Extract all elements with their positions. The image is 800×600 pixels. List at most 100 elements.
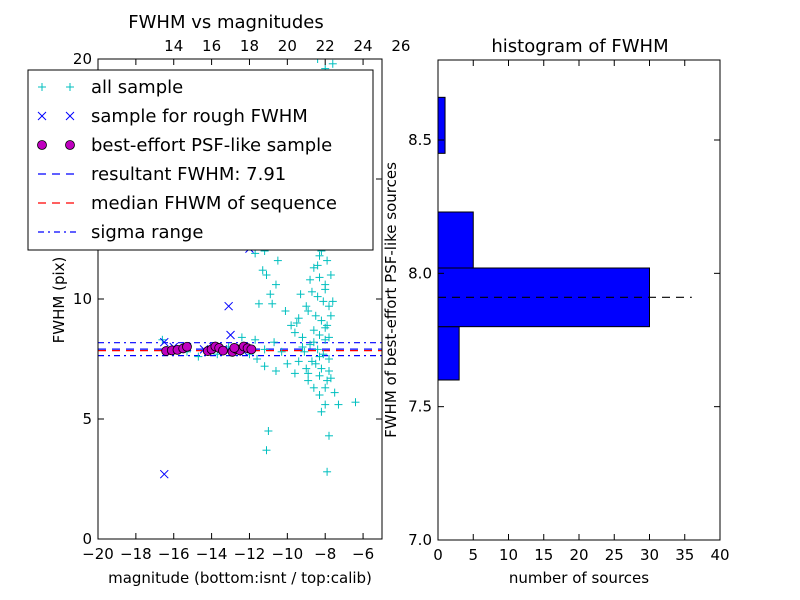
series0-point (313, 292, 322, 301)
top-tick-label: 14 (164, 37, 183, 55)
series0-point (271, 367, 280, 375)
x-tick-label: −10 (272, 545, 304, 563)
series0-point (237, 333, 246, 342)
y-tick-label: 20 (73, 50, 92, 68)
series0-point (334, 400, 343, 409)
series0-point (290, 328, 299, 337)
right-y-axis: 7.0 7.5 8.0 8.5 (408, 131, 720, 549)
legend-entry: sample for rough FWHM (37, 106, 308, 127)
series0-point (313, 59, 322, 63)
legend-label: all sample (91, 77, 183, 98)
series0-point (309, 383, 318, 392)
series0-point (326, 311, 335, 320)
series2-point (182, 341, 192, 352)
series0-point (258, 266, 267, 275)
series0-point (298, 343, 307, 351)
left-x-label: magnitude (bottom:isnt / top:calib) (108, 569, 372, 587)
series0-point (253, 355, 262, 363)
left-top-axis: 14 16 18 20 22 24 26 (164, 37, 410, 55)
series0-point (324, 333, 333, 342)
x-tick-label: −18 (120, 545, 152, 563)
series0-point (315, 331, 324, 339)
y-tick-label: 5 (82, 410, 92, 428)
series0-point (321, 285, 330, 294)
y-tick-label: 0 (82, 530, 92, 548)
left-x-axis: −20 −18 −16 −14 −12 −10 −8 −6 (82, 59, 374, 563)
y-tick-label: 10 (73, 290, 92, 308)
x-tick-label: −8 (314, 545, 336, 563)
series0-point (315, 251, 324, 260)
series0-point (266, 290, 275, 299)
series0-point (328, 59, 337, 68)
series0-point (324, 367, 333, 375)
series0-point (324, 355, 333, 363)
legend-label: best-effort PSF-like sample (91, 135, 332, 156)
series0-point (315, 352, 324, 361)
series1-point (159, 337, 169, 347)
top-tick-label: 18 (240, 37, 259, 55)
y-tick-label: 7.0 (408, 531, 432, 549)
top-tick-label: 24 (354, 37, 373, 55)
x-tick-label: 20 (569, 546, 588, 564)
legend-marker (38, 83, 46, 91)
x-tick-label: −20 (82, 545, 114, 563)
series0-point (302, 302, 311, 311)
legend-marker (37, 111, 47, 121)
series0-point (307, 357, 316, 366)
series0-point (264, 427, 273, 435)
left-y-label: FWHM (pix) (50, 257, 68, 344)
series0-point (321, 383, 330, 392)
histogram-bars (437, 96, 650, 381)
series0-point (317, 407, 326, 416)
series0-point (304, 376, 313, 385)
right-title: histogram of FWHM (491, 36, 668, 57)
series0-point (251, 335, 260, 344)
top-tick-label: 16 (202, 37, 221, 55)
histogram-bar (437, 96, 446, 154)
x-tick-label: 5 (468, 546, 478, 564)
series0-point (315, 273, 324, 282)
legend-entry: median FHWM of sequence (38, 193, 337, 214)
series0-point (304, 369, 313, 378)
series0-point (324, 302, 333, 311)
left-plot: FWHM vs magnitudes 14 16 18 20 22 24 26 −20 −18… (27, 12, 410, 587)
series0-point (307, 287, 316, 296)
x-tick-label: 40 (710, 546, 729, 564)
right-y-label: FWHM of best-effort PSF-like sources (382, 162, 400, 438)
series0-point (262, 446, 271, 455)
x-tick-label: −14 (196, 545, 228, 563)
series0-point (254, 299, 263, 308)
x-tick-label: −12 (234, 545, 266, 563)
series1-point (224, 301, 233, 311)
series0-point (281, 307, 290, 315)
series0-point (287, 321, 296, 330)
legend-label: median FHWM of sequence (91, 193, 337, 214)
series1-point (159, 469, 169, 479)
series0-point (260, 362, 269, 371)
series0-point (260, 345, 269, 354)
series0-point (323, 467, 332, 476)
x-tick-label: 0 (433, 546, 443, 564)
series0-point (262, 271, 271, 279)
series0-point (315, 391, 324, 399)
series0-point (306, 275, 315, 284)
legend-entry: resultant FWHM: 7.91 (38, 164, 286, 185)
series1-point (226, 330, 235, 340)
x-tick-label: 35 (675, 546, 694, 564)
series0-point (302, 364, 311, 373)
series0-point (294, 314, 303, 323)
series0-point (251, 249, 260, 258)
series0-point (317, 364, 326, 373)
legend-box (27, 69, 374, 251)
y-tick-label: 8.0 (408, 264, 432, 282)
series0-point (323, 256, 332, 265)
legend-entry: sigma range (38, 222, 203, 243)
series0-point (277, 347, 286, 356)
series0-point (315, 371, 324, 380)
series0-point (311, 311, 320, 320)
top-tick-label: 20 (278, 37, 297, 55)
legend-marker (37, 140, 47, 150)
series0-point (317, 316, 326, 325)
series0-point (268, 299, 277, 308)
